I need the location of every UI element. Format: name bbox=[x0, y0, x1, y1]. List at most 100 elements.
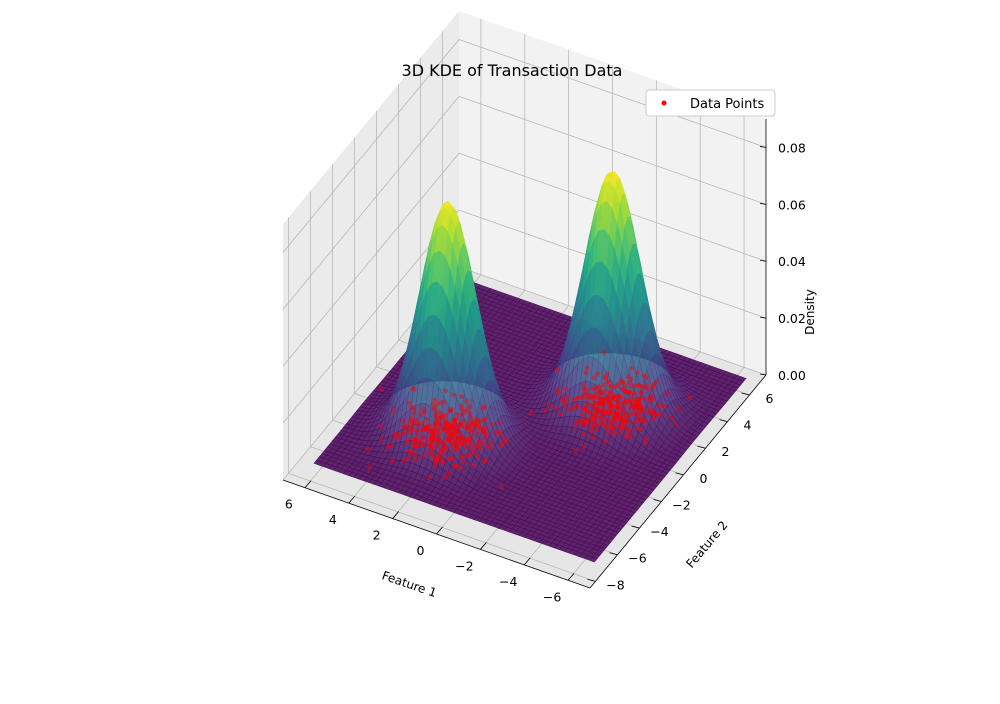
data-point bbox=[421, 454, 426, 459]
data-point bbox=[469, 435, 474, 440]
data-point bbox=[470, 450, 475, 455]
data-point bbox=[581, 382, 586, 387]
data-point bbox=[634, 405, 639, 410]
data-point bbox=[591, 376, 596, 381]
data-point bbox=[482, 405, 487, 410]
data-point bbox=[643, 397, 648, 402]
data-point bbox=[468, 445, 473, 450]
data-point bbox=[441, 459, 446, 464]
data-point bbox=[664, 392, 669, 397]
data-point bbox=[628, 380, 633, 385]
data-point bbox=[390, 458, 395, 463]
data-point bbox=[612, 432, 617, 437]
data-point bbox=[648, 399, 653, 404]
data-point bbox=[644, 384, 649, 389]
data-point bbox=[663, 404, 668, 409]
data-point bbox=[606, 431, 611, 436]
data-point bbox=[414, 452, 419, 457]
data-point bbox=[504, 439, 509, 444]
data-point bbox=[476, 454, 481, 459]
data-point bbox=[639, 396, 644, 401]
data-point bbox=[608, 399, 613, 404]
data-point bbox=[572, 398, 577, 403]
data-point bbox=[625, 389, 630, 394]
data-point bbox=[630, 366, 635, 371]
data-point bbox=[409, 416, 414, 421]
data-point bbox=[596, 371, 601, 376]
data-point bbox=[676, 406, 681, 411]
data-point bbox=[590, 435, 595, 440]
data-point bbox=[559, 398, 564, 403]
data-point bbox=[489, 422, 494, 427]
data-point bbox=[412, 437, 417, 442]
data-point bbox=[413, 457, 418, 462]
data-point bbox=[651, 410, 656, 415]
data-point bbox=[596, 401, 601, 406]
data-point bbox=[594, 428, 599, 433]
y-tick-label: −8 bbox=[606, 577, 624, 592]
data-point bbox=[623, 383, 628, 388]
data-point bbox=[412, 405, 417, 410]
data-point bbox=[643, 440, 648, 445]
data-point bbox=[433, 464, 438, 469]
data-point bbox=[454, 435, 459, 440]
data-point bbox=[581, 393, 586, 398]
data-point bbox=[452, 393, 457, 398]
y-tick-label: −2 bbox=[672, 498, 690, 513]
z-tick-label: 0.00 bbox=[778, 368, 806, 383]
data-point bbox=[605, 371, 610, 376]
data-point bbox=[470, 463, 475, 468]
data-point bbox=[435, 402, 440, 407]
z-axis-label: Density bbox=[803, 289, 817, 335]
data-point bbox=[644, 375, 649, 380]
data-point bbox=[441, 414, 446, 419]
data-point bbox=[599, 423, 604, 428]
data-point bbox=[594, 386, 599, 391]
data-point bbox=[580, 412, 585, 417]
data-point bbox=[601, 398, 606, 403]
x-tick-label: −4 bbox=[499, 574, 517, 589]
data-point bbox=[564, 394, 569, 399]
z-tick-label: 0.08 bbox=[778, 140, 806, 155]
data-point bbox=[555, 368, 560, 373]
data-point bbox=[432, 397, 437, 402]
data-point bbox=[610, 410, 615, 415]
data-point bbox=[559, 411, 564, 416]
data-point bbox=[448, 407, 453, 412]
data-point bbox=[593, 405, 598, 410]
data-point bbox=[488, 440, 493, 445]
data-point bbox=[586, 409, 591, 414]
data-point bbox=[499, 484, 504, 489]
data-point bbox=[481, 418, 486, 423]
data-point bbox=[454, 423, 459, 428]
data-point bbox=[609, 405, 614, 410]
data-point bbox=[618, 417, 623, 422]
data-point bbox=[410, 386, 415, 391]
data-point bbox=[582, 387, 587, 392]
data-point bbox=[449, 457, 454, 462]
data-point bbox=[635, 370, 640, 375]
x-tick-label: 6 bbox=[285, 497, 293, 512]
data-point bbox=[638, 391, 643, 396]
data-point bbox=[581, 432, 586, 437]
data-point bbox=[434, 412, 439, 417]
data-point bbox=[610, 425, 615, 430]
data-point bbox=[620, 425, 625, 430]
data-point bbox=[428, 424, 433, 429]
data-point bbox=[439, 440, 444, 445]
data-point bbox=[601, 350, 606, 355]
data-point bbox=[628, 412, 633, 417]
data-point bbox=[401, 419, 406, 424]
data-point bbox=[448, 439, 453, 444]
y-tick-label: −4 bbox=[650, 524, 668, 539]
data-point bbox=[547, 403, 552, 408]
y-tick-label: 0 bbox=[700, 471, 708, 486]
data-point bbox=[649, 394, 654, 399]
data-point bbox=[478, 446, 483, 451]
z-tick-label: 0.06 bbox=[778, 197, 806, 212]
data-point bbox=[634, 412, 639, 417]
data-point bbox=[585, 402, 590, 407]
data-point bbox=[646, 411, 651, 416]
data-point bbox=[400, 432, 405, 437]
data-point bbox=[454, 463, 459, 468]
